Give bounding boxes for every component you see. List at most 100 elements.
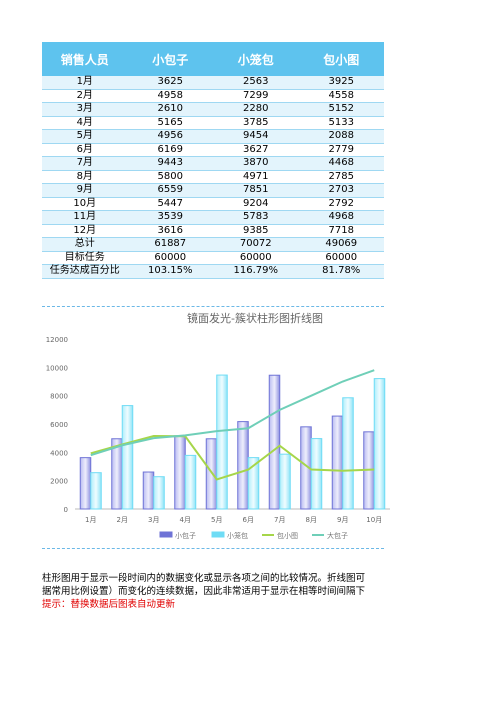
bar <box>310 438 323 510</box>
table-cell: 60000 <box>213 251 299 265</box>
table-cell: 3月 <box>42 102 128 117</box>
divider <box>42 548 384 549</box>
footer-tip: 提示：替换数据后图表自动更新 <box>42 599 176 610</box>
bar <box>237 421 249 510</box>
line-series <box>90 369 375 457</box>
table-cell: 6月 <box>42 143 128 157</box>
header-cell: 销售人员 <box>42 42 128 76</box>
table-cell: 5800 <box>127 170 213 184</box>
table-row: 总计 61887 70072 49069 <box>42 237 384 252</box>
table-cell: 3627 <box>213 143 299 157</box>
x-tick-label: 4月 <box>180 516 191 524</box>
table-cell: 2703 <box>298 183 384 198</box>
x-tick-label: 3月 <box>148 516 159 524</box>
y-tick-label: 12000 <box>46 336 68 344</box>
legend-swatch <box>159 531 173 538</box>
table-row: 4月 5165 3785 5133 <box>42 116 384 130</box>
table-cell: 49069 <box>298 237 384 252</box>
table-cell: 4558 <box>298 89 384 103</box>
table-cell: 3625 <box>127 76 213 90</box>
table-cell: 6559 <box>127 183 213 198</box>
table-row: 任务达成百分比 103.15% 116.79% 81.78% <box>42 264 384 279</box>
legend-label: 小包子 <box>175 531 196 540</box>
table-cell: 2280 <box>213 102 299 117</box>
x-tick-label: 8月 <box>306 516 317 524</box>
table-cell: 2月 <box>42 89 128 103</box>
table-cell: 61887 <box>127 237 213 252</box>
table-cell: 8月 <box>42 170 128 184</box>
table-cell: 5165 <box>127 116 213 130</box>
table-row: 2月 4958 7299 4558 <box>42 89 384 103</box>
chart-title: 镜面发光-簇状柱形图折线图 <box>187 311 323 325</box>
divider <box>42 306 384 307</box>
table-cell: 6169 <box>127 143 213 157</box>
table-row: 10月 5447 9204 2792 <box>42 197 384 211</box>
y-tick-label: 6000 <box>50 421 68 429</box>
table-cell: 7718 <box>298 224 384 238</box>
legend-label: 大包子 <box>327 531 348 540</box>
table-cell: 60000 <box>298 251 384 265</box>
line-series <box>90 435 375 481</box>
table-cell: 总计 <box>42 237 128 252</box>
x-tick-label: 5月 <box>211 516 222 524</box>
table-cell: 4月 <box>42 116 128 130</box>
x-tick-label: 9月 <box>337 516 348 524</box>
x-tick-label: 7月 <box>274 516 285 524</box>
table-cell: 9月 <box>42 183 128 198</box>
table-cell: 目标任务 <box>42 251 128 265</box>
table-cell: 12月 <box>42 224 128 238</box>
table-cell: 2785 <box>298 170 384 184</box>
bar <box>342 397 354 510</box>
chart: 镜面发光-簇状柱形图折线图 0 2000 4000 6000 8000 10000 1200… <box>46 311 390 540</box>
sales-table: 销售人员 小包子 小笼包 包小图 1月 3625 2563 3925 2月 4958 7299 455… <box>42 42 384 279</box>
table-cell: 4958 <box>127 89 213 103</box>
table-cell: 9385 <box>213 224 299 238</box>
x-tick-label: 2月 <box>117 516 128 524</box>
bar <box>268 374 281 510</box>
table-cell: 3870 <box>213 156 299 171</box>
bar <box>90 472 102 510</box>
table-row: 3月 2610 2280 5152 <box>42 102 384 117</box>
footer-line: 据常用比例设置）而变化的连续数据，因此非常适用于显示在相等时间间隔下 <box>42 586 366 597</box>
table-cell: 10月 <box>42 197 128 211</box>
table-row: 12月 3616 9385 7718 <box>42 224 384 238</box>
table-cell: 2792 <box>298 197 384 211</box>
y-tick-label: 10000 <box>46 364 68 372</box>
bar <box>111 438 123 510</box>
legend-label: 包小图 <box>277 531 298 540</box>
table-cell: 60000 <box>127 251 213 265</box>
table-row: 5月 4956 9454 2088 <box>42 129 384 144</box>
footer-line: 柱形图用于显示一段时间内的数据变化或显示各项之间的比较情况。折线图可 <box>42 573 366 584</box>
table-row: 9月 6559 7851 2703 <box>42 183 384 198</box>
table-cell: 4968 <box>298 210 384 225</box>
bar <box>121 405 134 510</box>
table-cell: 4971 <box>213 170 299 184</box>
table-cell: 2610 <box>127 102 213 117</box>
table-row: 6月 6169 3627 2779 <box>42 143 384 157</box>
legend-label: 小笼包 <box>227 531 248 540</box>
table-cell: 2779 <box>298 143 384 157</box>
bar <box>216 374 228 510</box>
table-cell: 5783 <box>213 210 299 225</box>
table-cell: 7299 <box>213 89 299 103</box>
table-cell: 11月 <box>42 210 128 225</box>
table-cell: 5447 <box>127 197 213 211</box>
bar <box>331 415 344 510</box>
table-cell: 9204 <box>213 197 299 211</box>
table-cell: 70072 <box>213 237 299 252</box>
table-cell: 2563 <box>213 76 299 90</box>
table-row: 11月 3539 5783 4968 <box>42 210 384 225</box>
table-cell: 2088 <box>298 129 384 144</box>
table-row: 7月 9443 3870 4468 <box>42 156 384 171</box>
table-cell: 7851 <box>213 183 299 198</box>
footer: 柱形图用于显示一段时间内的数据变化或显示各项之间的比较情况。折线图可 据常用比例… <box>42 572 384 611</box>
bar <box>279 453 291 510</box>
header-cell: 小包子 <box>127 42 213 76</box>
bar <box>184 454 197 510</box>
table-cell: 9443 <box>127 156 213 171</box>
table-row: 1月 3625 2563 3925 <box>42 76 384 90</box>
table-cell: 7月 <box>42 156 128 171</box>
header-cell: 包小图 <box>298 42 384 76</box>
table-cell: 116.79% <box>213 264 299 279</box>
